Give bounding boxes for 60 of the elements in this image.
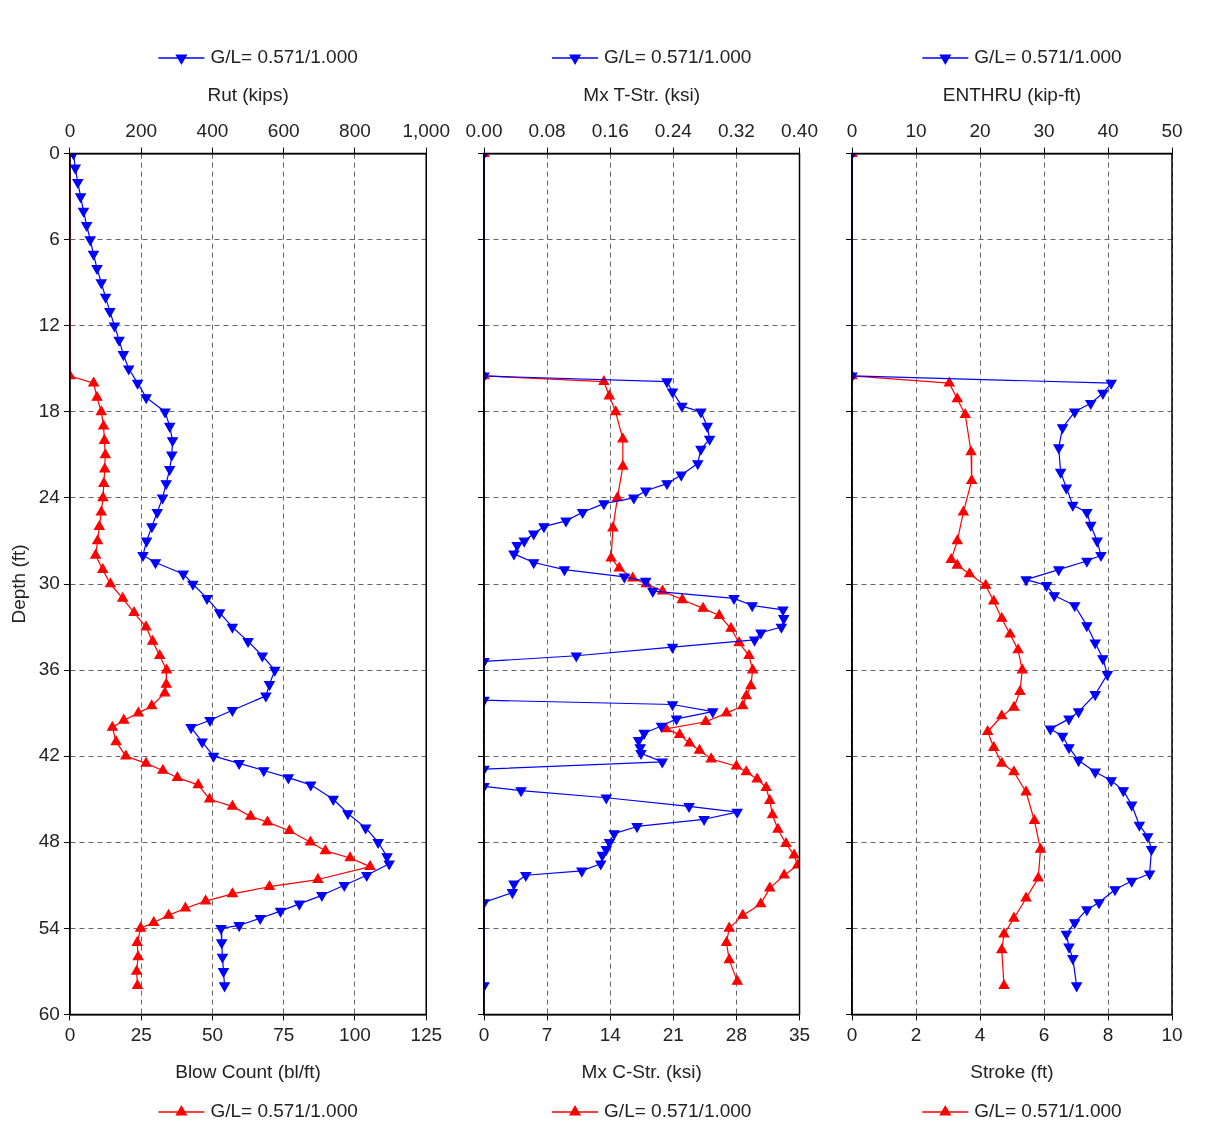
x2-tick-label: 0.16 — [591, 120, 629, 142]
x-tick-label: 4 — [974, 1024, 986, 1046]
x-tick-label: 0 — [478, 1024, 490, 1046]
x2-tick-label: 30 — [1033, 120, 1055, 142]
legend-label: G/L= 0.571/1.000 — [604, 1100, 752, 1122]
y-tick-label: 54 — [38, 916, 61, 938]
x-tick-label: 8 — [1102, 1024, 1114, 1046]
x-tick-label: 75 — [273, 1024, 295, 1046]
x2-tick-label: 800 — [339, 120, 371, 142]
x2-axis-title: Mx T-Str. (ksi) — [583, 83, 701, 105]
y-tick-label: 6 — [49, 227, 60, 249]
x2-tick-label: 0.32 — [717, 120, 755, 142]
x-tick-label: 125 — [410, 1024, 443, 1046]
y-tick-label: 36 — [38, 658, 60, 680]
x-tick-label: 28 — [725, 1024, 747, 1046]
x2-tick-label: 0 — [846, 120, 858, 142]
x-tick-label: 14 — [599, 1024, 622, 1046]
x2-tick-label: 20 — [969, 120, 991, 142]
x2-tick-label: 200 — [125, 120, 158, 142]
x-tick-label: 50 — [201, 1024, 224, 1046]
legend-label: G/L= 0.571/1.000 — [210, 46, 358, 68]
x2-axis-title: Rut (kips) — [207, 83, 289, 105]
y-tick-label: 42 — [38, 744, 60, 766]
x2-tick-label: 0 — [64, 120, 76, 142]
y-tick-label: 18 — [38, 400, 60, 422]
legend-label: G/L= 0.571/1.000 — [974, 46, 1122, 68]
y-tick-label: 48 — [38, 830, 60, 852]
x2-tick-label: 0.00 — [465, 120, 503, 142]
x-axis-title: Mx C-Str. (ksi) — [581, 1060, 702, 1082]
x-tick-label: 2 — [910, 1024, 922, 1046]
x2-tick-label: 10 — [905, 120, 927, 142]
y-tick-label: 30 — [38, 572, 60, 594]
y-tick-label: 12 — [38, 313, 60, 335]
x2-tick-label: 50 — [1161, 120, 1183, 142]
legend-label: G/L= 0.571/1.000 — [974, 1100, 1122, 1122]
x-tick-label: 7 — [541, 1024, 553, 1046]
x-tick-label: 10 — [1161, 1024, 1183, 1046]
x-tick-label: 21 — [662, 1024, 684, 1046]
x-tick-label: 100 — [339, 1024, 371, 1046]
x-tick-label: 25 — [130, 1024, 152, 1046]
x2-tick-label: 0.40 — [781, 120, 818, 142]
x-tick-label: 0 — [64, 1024, 76, 1046]
x-tick-label: 6 — [1038, 1024, 1050, 1046]
x2-tick-label: 400 — [196, 120, 229, 142]
x-tick-label: 35 — [788, 1024, 811, 1046]
x2-tick-label: 0.24 — [654, 120, 693, 142]
x-axis-title: Blow Count (bl/ft) — [175, 1060, 321, 1082]
x2-tick-label: 0.08 — [528, 120, 566, 142]
x2-tick-label: 1,000 — [402, 120, 450, 142]
y-tick-label: 24 — [38, 486, 61, 508]
legend-label: G/L= 0.571/1.000 — [210, 1100, 358, 1122]
y-tick-label: 0 — [49, 141, 60, 163]
y-axis-title: Depth (ft) — [7, 544, 29, 624]
y-tick-label: 60 — [38, 1002, 60, 1024]
x2-axis-title: ENTHRU (kip-ft) — [942, 83, 1082, 105]
x-tick-label: 0 — [846, 1024, 858, 1046]
legend-label: G/L= 0.571/1.000 — [604, 46, 752, 68]
x2-tick-label: 600 — [267, 120, 300, 142]
x-axis-title: Stroke (ft) — [970, 1060, 1054, 1082]
x2-tick-label: 40 — [1097, 120, 1119, 142]
